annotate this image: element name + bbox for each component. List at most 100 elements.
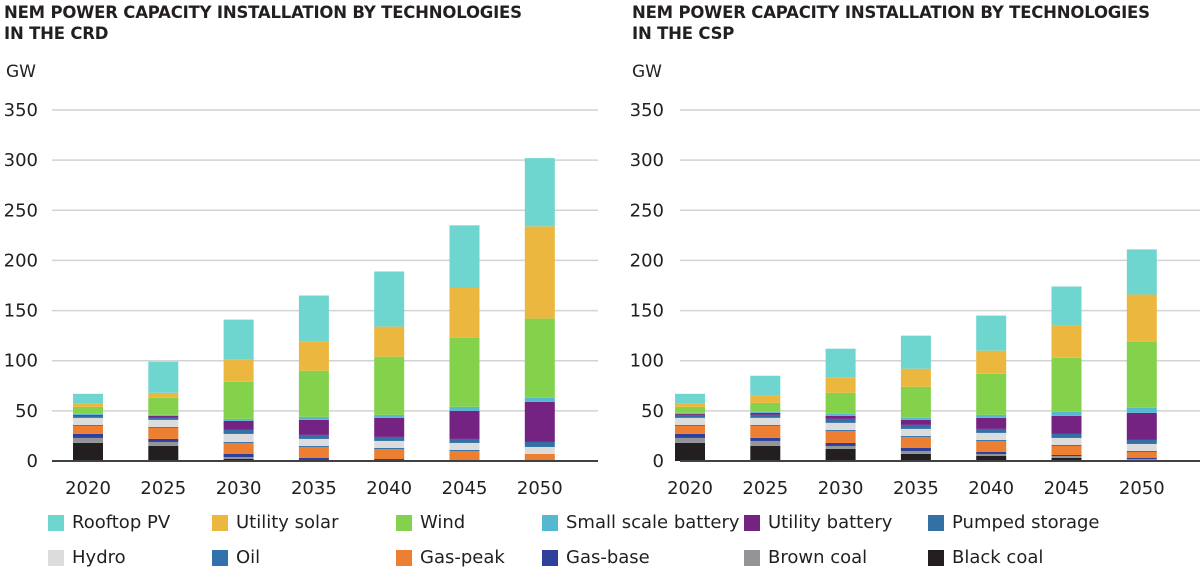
bar-segment-rooftop-pv (449, 225, 480, 288)
bar-segment-small-scale-battery (148, 414, 179, 416)
bar-segment-oil (73, 424, 103, 426)
bar-segment-hydro (449, 442, 480, 450)
bar-segment-hydro (374, 440, 405, 448)
y-tick-label: 150 (630, 301, 664, 322)
x-tick-label: 2040 (968, 478, 1014, 499)
bar-segment-pumped-storage (750, 414, 781, 418)
bar-segment-gas-peak (750, 425, 781, 438)
bar-segment-wind (1126, 341, 1157, 408)
bar-segment-brown-coal (900, 450, 931, 454)
bar-segment-small-scale-battery (1051, 411, 1082, 416)
legend-label: Wind (420, 512, 466, 533)
bar-segment-gas-peak (148, 427, 179, 439)
chart-crd: GW 0 50 100 150 200 250 300 350 2020 2025 2030 2035 2… (4, 62, 598, 499)
x-tick-label: 2040 (366, 478, 412, 499)
bar-segment-gas-peak (524, 453, 555, 460)
x-tick-label: 2030 (818, 478, 864, 499)
legend-label: Gas-base (566, 547, 650, 568)
chart-title-csp: NEM POWER CAPACITY INSTALLATION BY TECHN… (632, 3, 1150, 43)
bar-segment-gas-base (1051, 454, 1082, 456)
bar-segment-rooftop-pv (750, 375, 781, 396)
bar-segment-wind (825, 392, 856, 414)
bar-segment-black-coal (675, 442, 705, 461)
bar-stack-2050 (524, 158, 555, 461)
y-tick-label: 50 (15, 401, 38, 422)
legend-swatch (48, 514, 64, 531)
bar-segment-hydro (73, 417, 103, 425)
bar-segment-gas-base (750, 437, 781, 441)
bar-segment-black-coal (73, 442, 103, 461)
bar-segment-oil (675, 424, 705, 426)
bar-stack-2035 (298, 295, 329, 461)
y-tick-label: 250 (4, 200, 38, 221)
bar-segment-oil (148, 426, 179, 428)
bar-segment-oil (298, 445, 329, 447)
legend-item-oil: Oil (212, 547, 260, 568)
bar-segment-wind (298, 370, 329, 417)
legend-label: Utility solar (236, 512, 339, 533)
x-tick-label: 2050 (517, 478, 563, 499)
bar-segment-utility-solar (1051, 325, 1082, 358)
bar-segment-black-coal (223, 458, 254, 461)
bar-segment-small-scale-battery (900, 417, 931, 420)
legend-swatch (744, 549, 760, 566)
legend-swatch (212, 549, 228, 566)
bar-segment-gas-peak (73, 425, 103, 434)
bar-segment-utility-battery (1126, 412, 1157, 440)
bar-segment-gas-base (73, 433, 103, 438)
bar-segment-hydro (298, 438, 329, 446)
bar-segment-rooftop-pv (524, 158, 555, 227)
bar-segment-utility-battery (900, 419, 931, 425)
bar-segment-gas-peak (675, 425, 705, 434)
legend-swatch (212, 514, 228, 531)
chart-title-crd: NEM POWER CAPACITY INSTALLATION BY TECHN… (4, 3, 522, 43)
bar-segment-brown-coal (750, 440, 781, 446)
bar-segment-utility-solar (374, 326, 405, 357)
bar-segment-hydro (223, 433, 254, 442)
bar-segment-gas-base (900, 447, 931, 451)
y-tick-label: 250 (630, 200, 664, 221)
bar-segment-oil (374, 447, 405, 449)
legend-label: Utility battery (768, 512, 893, 533)
y-tick-label: 0 (653, 451, 664, 472)
bar-segment-pumped-storage (223, 429, 254, 434)
bar-segment-oil (223, 441, 254, 443)
bar-segment-black-coal (1051, 457, 1082, 461)
legend-item-pumped-storage: Pumped storage (928, 512, 1100, 533)
bar-segment-gas-peak (1051, 445, 1082, 455)
bar-segment-small-scale-battery (374, 414, 405, 418)
bar-segment-oil (1051, 444, 1082, 446)
bar-segment-utility-battery (976, 417, 1007, 429)
y-axis-unit: GW (632, 62, 662, 82)
bar-segment-pumped-storage (298, 434, 329, 439)
x-tick-label: 2050 (1119, 478, 1165, 499)
bar-segment-wind (900, 386, 931, 418)
legend-label: Brown coal (768, 547, 868, 568)
bar-segment-pumped-storage (73, 415, 103, 418)
bar-segment-black-coal (750, 445, 781, 461)
bar-segment-hydro (750, 417, 781, 425)
y-tick-label: 200 (630, 250, 664, 271)
bar-segment-wind (374, 356, 405, 415)
legend-swatch (928, 549, 944, 566)
bar-segment-gas-peak (900, 436, 931, 448)
bar-segment-utility-battery (73, 414, 103, 416)
bar-segment-small-scale-battery (298, 416, 329, 420)
bar-segment-gas-peak (298, 446, 329, 458)
bar-segment-oil (900, 435, 931, 437)
bar-segment-oil (1126, 450, 1157, 452)
bar-segment-utility-solar (73, 403, 103, 407)
bar-segment-utility-battery (1051, 415, 1082, 434)
x-tick-label: 2030 (216, 478, 262, 499)
bar-stack-2020 (675, 393, 705, 461)
bar-segment-wind (750, 402, 781, 412)
bar-segment-gas-peak (449, 450, 480, 460)
bar-segment-pumped-storage (1051, 433, 1082, 438)
bar-segment-small-scale-battery (524, 397, 555, 402)
bar-segment-utility-battery (449, 410, 480, 439)
bar-segment-utility-solar (750, 395, 781, 403)
bar-segment-wind (148, 397, 179, 415)
bar-segment-small-scale-battery (825, 413, 856, 416)
bar-stack-2040 (976, 315, 1007, 461)
bar-segment-small-scale-battery (1126, 407, 1157, 413)
